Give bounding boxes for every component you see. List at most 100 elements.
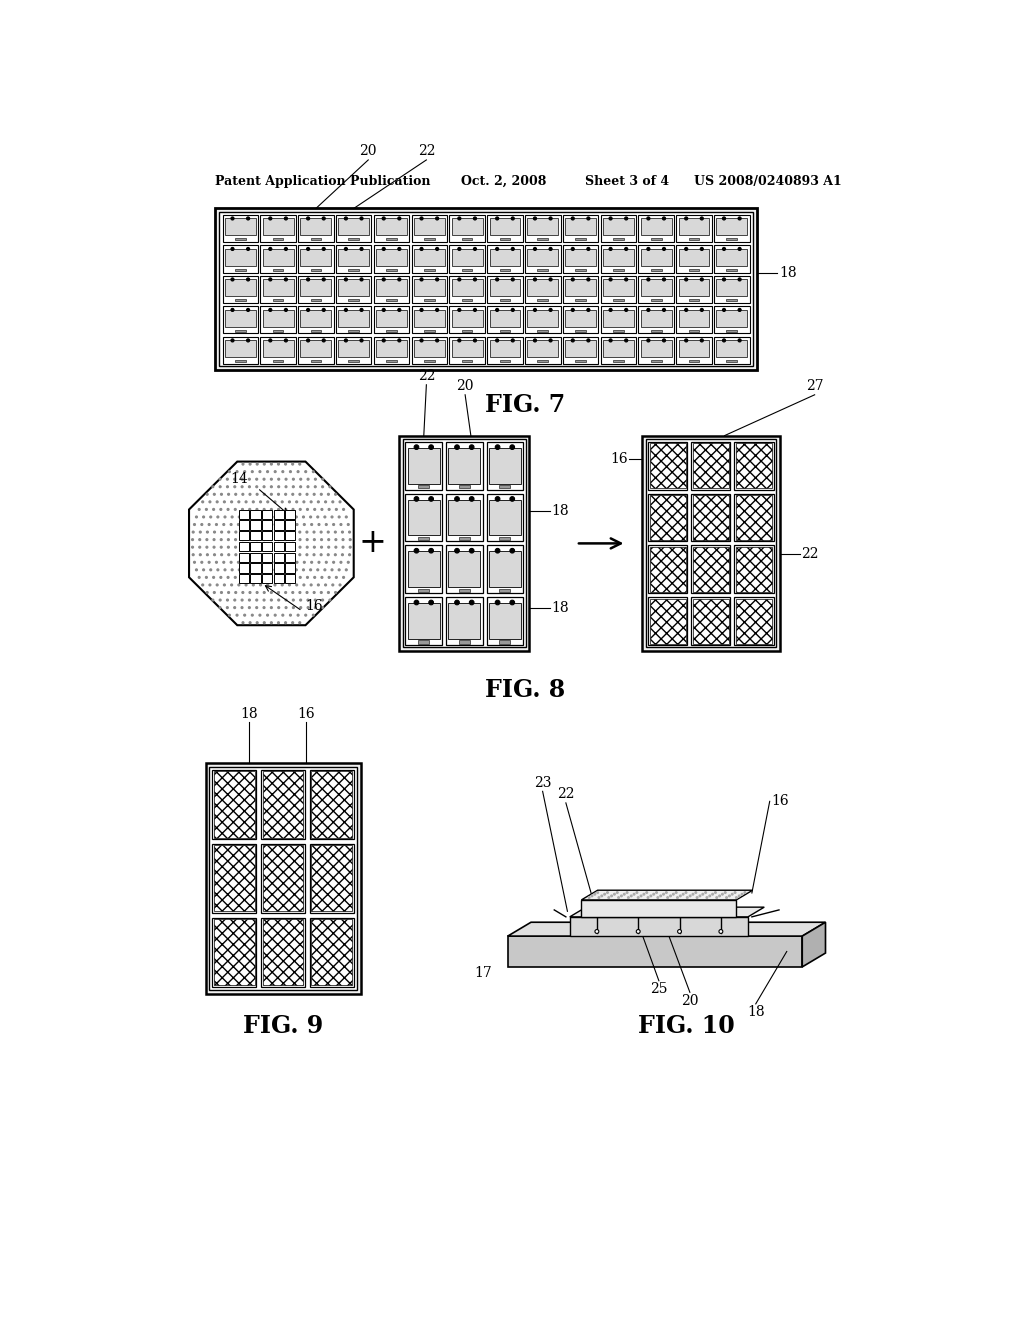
Circle shape (670, 895, 672, 896)
Circle shape (313, 531, 315, 533)
Circle shape (598, 896, 600, 899)
Circle shape (321, 546, 323, 548)
Bar (487, 276, 522, 304)
Bar (260, 337, 296, 364)
Circle shape (328, 546, 330, 548)
Circle shape (328, 577, 330, 578)
Circle shape (270, 577, 272, 578)
Circle shape (695, 891, 696, 894)
Circle shape (293, 607, 294, 609)
Text: 16: 16 (297, 706, 315, 721)
Circle shape (741, 894, 743, 895)
Circle shape (299, 539, 301, 541)
Circle shape (722, 894, 723, 895)
Circle shape (626, 891, 628, 894)
Circle shape (360, 247, 364, 251)
Circle shape (249, 577, 251, 578)
Circle shape (220, 508, 222, 511)
Bar (309, 843, 353, 913)
Circle shape (435, 309, 438, 312)
Circle shape (613, 894, 615, 895)
Circle shape (700, 216, 703, 220)
Circle shape (335, 591, 337, 594)
Circle shape (274, 583, 276, 586)
Bar (286, 531, 295, 540)
Circle shape (469, 496, 474, 502)
Circle shape (268, 247, 271, 251)
Circle shape (673, 894, 674, 895)
Circle shape (207, 553, 209, 556)
Text: Sheet 3 of 4: Sheet 3 of 4 (586, 176, 670, 187)
Bar (603, 310, 634, 326)
Circle shape (256, 531, 258, 533)
Bar (601, 246, 636, 272)
Circle shape (256, 553, 258, 556)
Bar (272, 360, 284, 363)
Circle shape (236, 614, 238, 616)
Bar (336, 246, 372, 272)
Circle shape (360, 279, 364, 281)
Circle shape (219, 599, 221, 601)
Circle shape (610, 895, 612, 896)
Bar (214, 845, 255, 911)
Bar (692, 444, 729, 488)
Bar (261, 917, 305, 987)
Circle shape (666, 891, 668, 894)
Circle shape (259, 524, 261, 525)
Circle shape (306, 531, 308, 533)
Circle shape (306, 247, 309, 251)
Circle shape (278, 478, 280, 480)
Bar (300, 280, 332, 296)
Circle shape (227, 494, 229, 495)
Text: 22: 22 (557, 787, 574, 801)
Circle shape (201, 524, 203, 525)
Circle shape (213, 577, 215, 578)
Bar (582, 900, 736, 917)
Circle shape (210, 569, 212, 570)
Circle shape (382, 279, 385, 281)
Bar (414, 341, 444, 358)
Circle shape (333, 561, 335, 564)
Circle shape (306, 553, 308, 556)
Circle shape (650, 895, 652, 896)
Circle shape (625, 309, 628, 312)
Circle shape (215, 524, 217, 525)
Circle shape (263, 577, 265, 578)
Circle shape (306, 591, 308, 594)
Circle shape (278, 531, 280, 533)
Circle shape (303, 561, 305, 564)
Circle shape (270, 508, 272, 511)
Bar (486, 545, 523, 593)
Circle shape (571, 339, 574, 342)
Bar (310, 269, 322, 271)
Bar (538, 360, 548, 363)
Circle shape (278, 494, 280, 495)
Circle shape (716, 896, 718, 899)
Circle shape (397, 309, 400, 312)
Bar (736, 546, 772, 591)
Circle shape (344, 309, 347, 312)
Circle shape (242, 508, 244, 511)
Bar (406, 597, 442, 645)
Circle shape (348, 553, 350, 556)
Bar (338, 280, 369, 296)
Circle shape (347, 524, 349, 525)
Bar (239, 520, 249, 529)
Bar (348, 360, 359, 363)
Circle shape (249, 463, 251, 465)
Bar (450, 306, 485, 334)
Text: 22: 22 (802, 548, 819, 561)
Circle shape (285, 553, 287, 556)
Bar (575, 269, 586, 271)
Circle shape (213, 494, 215, 495)
Bar (563, 276, 598, 304)
Circle shape (511, 247, 514, 251)
Circle shape (285, 508, 287, 511)
Circle shape (238, 561, 240, 564)
Bar (222, 215, 258, 242)
Circle shape (206, 508, 208, 511)
Text: 20: 20 (457, 379, 474, 393)
Bar (452, 249, 482, 265)
Circle shape (245, 524, 247, 525)
Bar (676, 215, 712, 242)
